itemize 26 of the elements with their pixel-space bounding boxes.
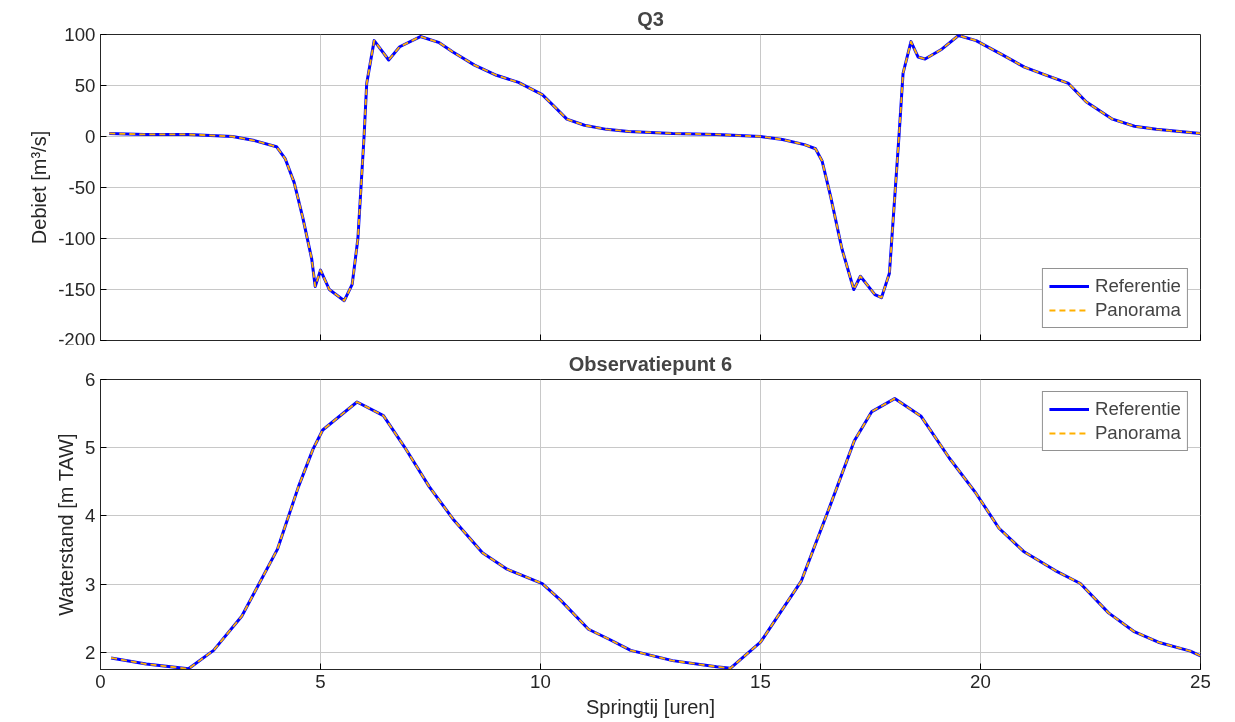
y-tick-label: -50 [68, 177, 96, 198]
legend-label: Referentie [1094, 398, 1181, 420]
y-tick-label: 3 [85, 573, 96, 595]
y-tick-label: 2 [85, 641, 96, 663]
x-tick-label: 25 [1190, 670, 1211, 692]
chart-title: Observatiepunt 6 [568, 352, 733, 375]
y-tick-label: 50 [74, 75, 96, 96]
legend-label: Panorama [1094, 422, 1181, 444]
y-tick-label: -100 [58, 228, 96, 249]
legend-label: Referentie [1094, 275, 1181, 297]
y-tick-label: -200 [58, 328, 96, 350]
x-tick-label: 10 [530, 670, 551, 692]
x-tick-label: 5 [315, 670, 326, 692]
x-axis-title: Springtij [uren] [586, 695, 715, 718]
y-tick-label: 5 [85, 437, 96, 459]
y-axis-title: Debiet [m³/s] [28, 130, 51, 245]
legend-label: Panorama [1094, 299, 1181, 321]
y-tick-label: 4 [85, 505, 96, 527]
x-tick-label: 15 [750, 670, 771, 692]
y-tick-label: -150 [58, 279, 96, 300]
y-tick-label: 100 [64, 24, 96, 45]
y-tick-label: 6 [85, 369, 96, 390]
x-tick-label: 20 [970, 670, 991, 692]
y-axis-title: Waterstand [m TAW] [55, 433, 78, 616]
y-tick-label: 0 [85, 126, 96, 147]
chart-title: Q3 [637, 7, 664, 30]
